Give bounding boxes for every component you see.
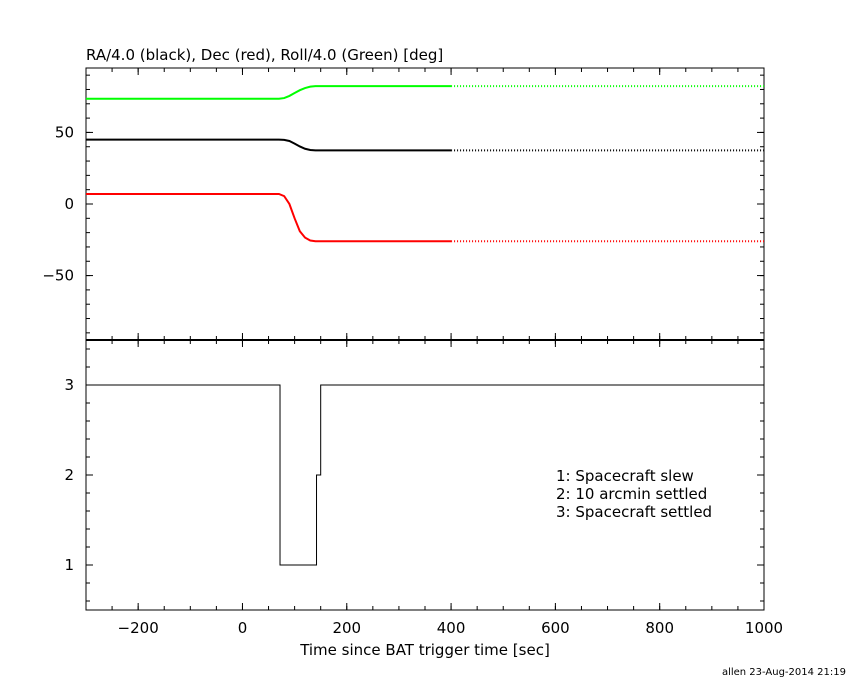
- x-tick-label: 400: [437, 619, 466, 637]
- x-tick-label: 200: [332, 619, 361, 637]
- y-tick-label: 2: [64, 466, 74, 484]
- legend-line-3: 3: Spacecraft settled: [556, 503, 712, 521]
- status-step-line: [86, 384, 764, 566]
- y-tick-label: 1: [64, 556, 74, 574]
- upper-panel-frame: [85, 67, 765, 341]
- legend-line-1: 1: Spacecraft slew: [556, 467, 694, 485]
- x-tick-label: −200: [118, 619, 159, 637]
- series-line-1: [86, 192, 452, 243]
- y-tick-label: 3: [64, 376, 74, 394]
- x-tick-label: 800: [645, 619, 674, 637]
- y-tick-label: −50: [42, 267, 74, 285]
- y-tick-label: 0: [64, 195, 74, 213]
- x-tick-label: 600: [541, 619, 570, 637]
- upper-axis-ticks: −50 0 50: [42, 68, 765, 340]
- x-tick-label: 1000: [745, 619, 783, 637]
- series-line-2: [86, 85, 452, 100]
- series-line-0: [86, 138, 452, 152]
- upper-chart-title: RA/4.0 (black), Dec (red), Roll/4.0 (Gre…: [86, 46, 443, 64]
- lower-axis-ticks: 1 2 3 −200 0 200 400 600 800 1000: [64, 340, 783, 637]
- legend-line-2: 2: 10 arcmin settled: [556, 485, 707, 503]
- x-axis-label: Time since BAT trigger time [sec]: [299, 641, 550, 659]
- x-tick-label: 0: [238, 619, 248, 637]
- lower-series-group: [86, 384, 764, 566]
- upper-series-group: [86, 85, 764, 243]
- y-tick-label: 50: [55, 123, 74, 141]
- chart-legend: 1: Spacecraft slew 2: 10 arcmin settled …: [556, 467, 712, 521]
- footer-stamp: allen 23-Aug-2014 21:19: [722, 667, 846, 678]
